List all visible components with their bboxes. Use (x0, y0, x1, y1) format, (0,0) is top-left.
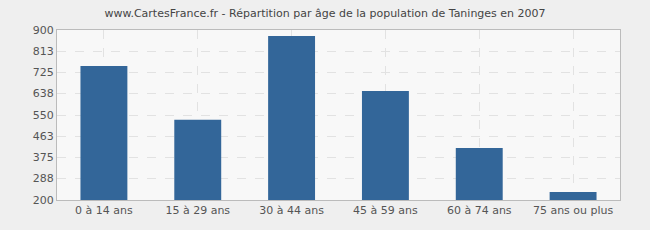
svg-text:200: 200 (33, 194, 54, 207)
svg-text:463: 463 (33, 130, 54, 143)
svg-text:375: 375 (33, 151, 54, 164)
svg-text:60 à 74 ans: 60 à 74 ans (447, 204, 512, 217)
svg-text:900: 900 (33, 24, 54, 37)
svg-text:288: 288 (33, 172, 54, 185)
svg-text:45 à 59 ans: 45 à 59 ans (353, 204, 418, 217)
svg-text:75 ans ou plus: 75 ans ou plus (533, 204, 614, 217)
svg-text:638: 638 (33, 87, 54, 100)
svg-text:813: 813 (33, 45, 54, 58)
svg-text:15 à 29 ans: 15 à 29 ans (165, 204, 230, 217)
svg-text:550: 550 (33, 109, 54, 122)
svg-text:725: 725 (33, 66, 54, 79)
svg-text:www.CartesFrance.fr - Répartit: www.CartesFrance.fr - Répartition par âg… (104, 7, 545, 20)
svg-text:0 à 14 ans: 0 à 14 ans (75, 204, 133, 217)
svg-text:30 à 44 ans: 30 à 44 ans (259, 204, 324, 217)
